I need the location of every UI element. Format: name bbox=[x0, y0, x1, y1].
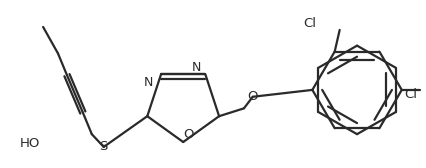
Text: Cl: Cl bbox=[303, 16, 316, 30]
Text: N: N bbox=[191, 61, 200, 74]
Text: Cl: Cl bbox=[404, 88, 417, 101]
Text: N: N bbox=[144, 76, 153, 89]
Text: O: O bbox=[247, 90, 257, 103]
Text: S: S bbox=[99, 140, 108, 153]
Text: O: O bbox=[182, 128, 193, 141]
Text: HO: HO bbox=[19, 137, 40, 151]
